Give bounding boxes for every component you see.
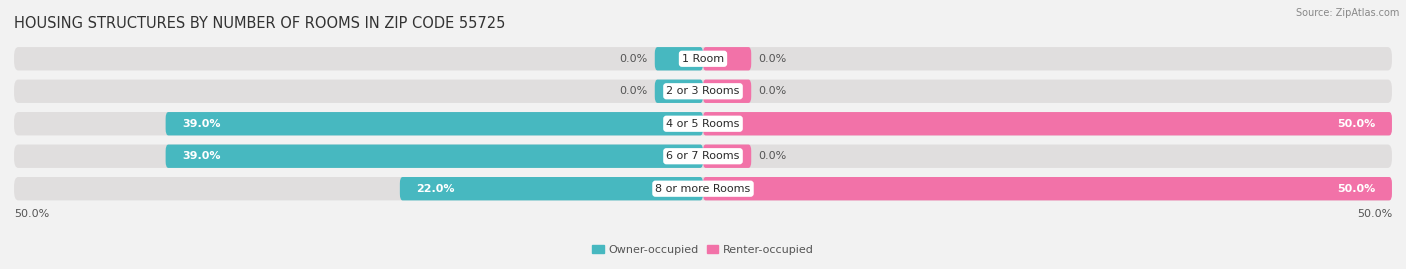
Text: 0.0%: 0.0% xyxy=(758,54,786,64)
FancyBboxPatch shape xyxy=(14,112,1392,135)
Text: Source: ZipAtlas.com: Source: ZipAtlas.com xyxy=(1295,8,1399,18)
FancyBboxPatch shape xyxy=(655,80,703,103)
FancyBboxPatch shape xyxy=(399,177,703,200)
Legend: Owner-occupied, Renter-occupied: Owner-occupied, Renter-occupied xyxy=(588,240,818,259)
Text: 0.0%: 0.0% xyxy=(620,86,648,96)
Text: HOUSING STRUCTURES BY NUMBER OF ROOMS IN ZIP CODE 55725: HOUSING STRUCTURES BY NUMBER OF ROOMS IN… xyxy=(14,16,505,31)
FancyBboxPatch shape xyxy=(14,47,1392,70)
Text: 0.0%: 0.0% xyxy=(758,151,786,161)
Text: 6 or 7 Rooms: 6 or 7 Rooms xyxy=(666,151,740,161)
Text: 0.0%: 0.0% xyxy=(758,86,786,96)
FancyBboxPatch shape xyxy=(655,47,703,70)
Text: 50.0%: 50.0% xyxy=(1337,119,1375,129)
FancyBboxPatch shape xyxy=(14,177,1392,200)
FancyBboxPatch shape xyxy=(14,144,1392,168)
Text: 50.0%: 50.0% xyxy=(14,209,49,219)
Text: 2 or 3 Rooms: 2 or 3 Rooms xyxy=(666,86,740,96)
Text: 22.0%: 22.0% xyxy=(416,184,456,194)
FancyBboxPatch shape xyxy=(166,144,703,168)
FancyBboxPatch shape xyxy=(703,80,751,103)
Text: 39.0%: 39.0% xyxy=(183,119,221,129)
Text: 50.0%: 50.0% xyxy=(1337,184,1375,194)
FancyBboxPatch shape xyxy=(703,144,751,168)
FancyBboxPatch shape xyxy=(14,80,1392,103)
Text: 4 or 5 Rooms: 4 or 5 Rooms xyxy=(666,119,740,129)
Text: 1 Room: 1 Room xyxy=(682,54,724,64)
FancyBboxPatch shape xyxy=(703,112,1392,135)
FancyBboxPatch shape xyxy=(166,112,703,135)
Text: 8 or more Rooms: 8 or more Rooms xyxy=(655,184,751,194)
FancyBboxPatch shape xyxy=(703,177,1392,200)
Text: 0.0%: 0.0% xyxy=(620,54,648,64)
Text: 39.0%: 39.0% xyxy=(183,151,221,161)
FancyBboxPatch shape xyxy=(703,47,751,70)
Text: 50.0%: 50.0% xyxy=(1357,209,1392,219)
